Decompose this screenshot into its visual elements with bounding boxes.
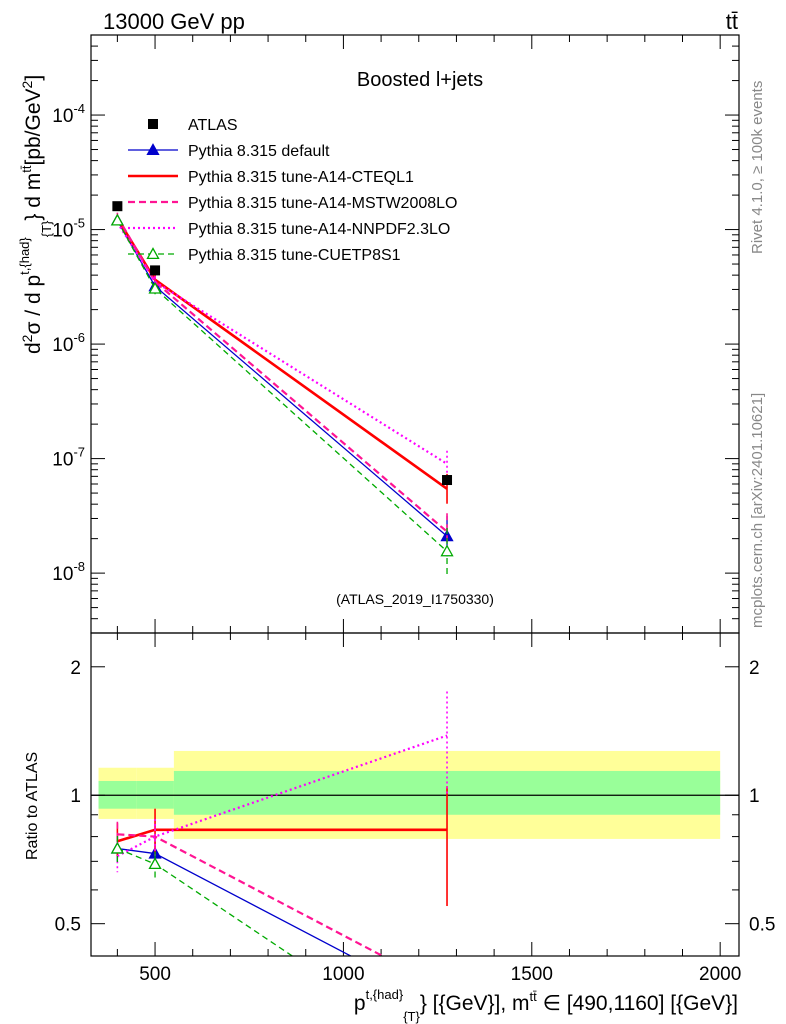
legend-marker-atlas [148,119,158,129]
x-tick-labels: 500 1000 1500 2000 [139,964,741,985]
x-tick-label: 500 [139,964,171,985]
ratio-y-tick-label-right: 1 [749,786,760,807]
ratio-uncertainty-bands [91,750,739,839]
energy-label: 13000 GeV pp [103,9,245,34]
x-axis-label: pt,{had}{T}} [{GeV}], mtt̄ ∈ [490,1160] … [354,987,738,1024]
ratio-curves [110,691,448,956]
ratio-y-tick-label: 0.5 [55,915,81,936]
legend-label: Pythia 8.315 default [188,143,330,160]
data-point [442,475,453,486]
x-tick-label: 1000 [322,964,364,985]
ratio-y-tick-label: 2 [70,658,81,679]
main-axis-ticks [91,34,739,634]
process-label: tt̄ [726,9,738,34]
mc-curve [116,220,448,537]
main-y-tick-label: 10-4 [52,101,85,127]
ratio-marker [110,841,124,854]
ratio-curves-clipped [110,691,448,956]
main-title: Boosted l+jets [357,69,483,91]
mc-marker [110,213,124,226]
ratio-axis-ticks [91,633,739,956]
main-panel: 10-8 10-7 10-6 10-5 10-4 Boosted l+jets (ATL… [17,34,740,634]
ratio-y-tick-labels: 0.5 0.5 1 1 2 2 [55,658,776,936]
data-point [112,201,123,212]
ratio-y-axis-label: Ratio to ATLAS [24,752,41,860]
legend-label: Pythia 8.315 tune-A14-CTEQL1 [188,169,414,186]
ratio-frame [90,632,740,957]
legend-marker [146,247,160,260]
legend-label-atlas: ATLAS [188,117,238,134]
main-y-axis-label: d2σ / d pt,{had}{T}} d mtt̄[pb/GeV2] [17,75,54,354]
mc-curve [116,215,448,533]
main-y-tick-label: 10-8 [52,559,85,585]
mc-curve [116,220,448,552]
atlas-data-points [112,201,453,486]
legend-label: Pythia 8.315 tune-CUETP8S1 [188,247,401,264]
mcplots-label: mcplots.cern.ch [arXiv:2401.10621] [749,393,766,628]
main-curves [110,212,454,575]
analysis-label: (ATLAS_2019_I1750330) [336,591,494,607]
main-y-tick-label: 10-6 [52,330,85,356]
legend-label: Pythia 8.315 tune-A14-MSTW2008LO [188,195,457,212]
legend-marker [146,143,160,156]
legend-label: Pythia 8.315 tune-A14-NNPDF2.3LO [188,221,450,238]
ratio-y-tick-label-right: 2 [749,658,760,679]
main-y-tick-label: 10-7 [52,445,85,471]
legend: ATLAS Pythia 8.315 default Pythia 8.315 tu… [128,117,457,264]
main-y-tick-labels: 10-8 10-7 10-6 10-5 10-4 [52,101,85,585]
ratio-y-tick-label-right: 0.5 [749,915,775,936]
rivet-version-label: Rivet 4.1.0, ≥ 100k events [749,81,766,254]
x-tick-label: 1500 [511,964,553,985]
ratio-y-tick-label: 1 [70,786,81,807]
mc-marker [148,281,162,294]
x-tick-label: 2000 [699,964,741,985]
main-y-tick-label: 10-5 [52,216,85,242]
data-point [150,265,161,276]
ratio-marker [148,857,162,870]
mc-marker [440,544,454,557]
ratio-panel: 0.5 0.5 1 1 2 2 500 1000 1500 2000 Ratio to ATLA… [24,632,776,1024]
